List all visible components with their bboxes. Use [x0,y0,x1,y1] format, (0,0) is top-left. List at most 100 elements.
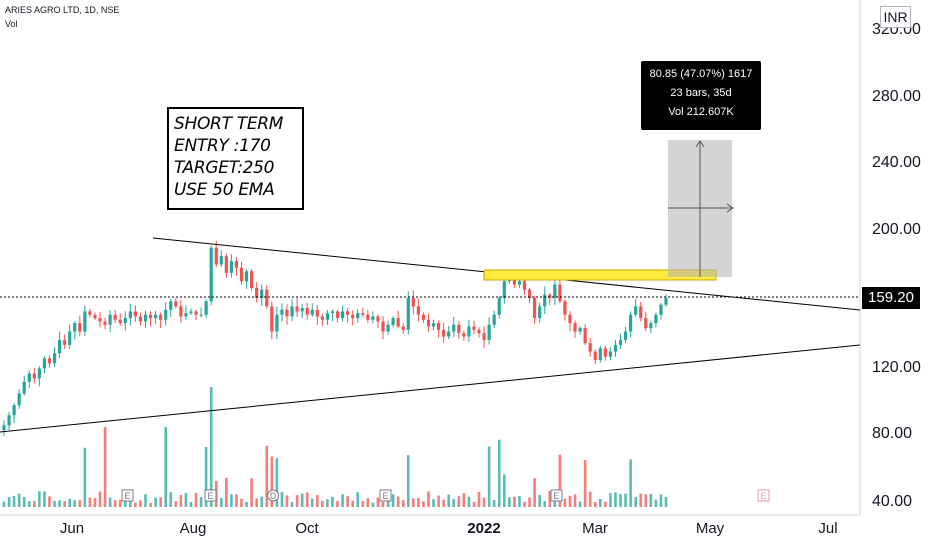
volume-bar [17,493,21,507]
candle-body [285,309,289,317]
trade-note-box: SHORT TERM ENTRY :170 TARGET:250 USE 50 … [167,107,304,210]
candle-body [517,281,522,285]
candle-body [138,316,143,322]
candle-body [588,343,592,352]
candle-body [169,301,173,310]
candle-body [32,373,36,379]
candle-body [639,306,643,319]
candle-body [386,324,390,332]
volume-bar [371,502,375,507]
volume-bar [174,501,178,507]
volume-bar [568,495,572,507]
volume-bar [275,458,279,507]
candle-body [93,314,97,319]
volume-bar [513,496,516,507]
measure-tooltip: 80.85 (47.07%) 1617 23 bars, 35d Vol 212… [641,61,761,130]
volume-bar [523,501,526,507]
price-tick: 40.00 [872,493,912,510]
volume-bar [280,492,284,507]
volume-bar [644,494,648,507]
candle-body [47,358,52,364]
volume-bar [134,502,137,507]
candle-body [330,311,335,314]
candle-body [290,306,294,317]
volume-bar [7,496,11,507]
measure-change: 80.85 (47.07%) 1617 [649,68,753,80]
volume-bar [543,500,547,507]
candle-body [527,289,532,298]
candle-body [128,311,132,319]
candle-body [315,309,319,317]
candle-body [184,313,188,317]
volume-bar [558,454,562,507]
volume-bar [391,494,395,507]
volume-bar [599,499,602,507]
volume-bar [588,491,592,507]
volume-bar [492,500,496,507]
candle-body [108,314,112,325]
candle-body [68,331,72,345]
time-tick: Mar [582,520,608,537]
volume-bar [518,495,521,507]
volume-bar [316,495,319,507]
candle-body [538,306,542,319]
currency-button[interactable]: INR [880,6,911,28]
candle-body [578,328,582,332]
volume-bar [452,498,456,507]
volume-bar [139,500,142,507]
volume-bar [113,500,117,507]
candle-body [250,271,254,288]
volume-bar [528,497,531,507]
candle-body [88,311,92,315]
volume-bar [78,500,82,507]
candle-body [452,324,456,332]
candle-body [447,331,451,337]
volume-bar [346,495,349,507]
volume-bar [614,492,617,507]
volume-bar [199,497,203,507]
volume-bar [154,497,157,507]
candle-body [103,321,107,325]
volume-bar [235,494,238,507]
candle-body [381,321,385,332]
volume-bar [609,493,612,507]
volume-bar [43,491,46,507]
volume-bar [118,499,122,507]
price-axis: 320.00 280.00 240.00 200.00 120.00 80.00… [872,21,921,510]
volume-bar [265,445,269,507]
volume-bar [533,478,536,507]
volume-bar [230,494,233,507]
candle-body [477,329,481,334]
candle-body [260,289,264,298]
volume-bar [149,502,152,507]
symbol-title: ARIES AGRO LTD, 1D, NSE [5,5,120,15]
volume-bar [255,498,258,507]
volume-bar [108,497,112,507]
volume-bar [366,498,370,507]
price-tick: 200.00 [872,221,921,238]
volume-bar [184,493,188,507]
candle-body [12,405,16,416]
volume-bar [639,493,643,507]
candle-body [280,309,284,315]
volume-bar [83,447,87,507]
candle-body [573,323,577,332]
volume-bar [33,500,36,507]
time-tick: Aug [180,520,207,537]
candle-body [644,318,648,329]
candle-body [583,328,587,344]
event-marker-label: E [124,491,130,501]
volume-bar [654,499,658,507]
volume-bar [98,491,102,507]
candle-body [83,311,87,332]
candle-body [42,358,47,369]
volume-bar [300,493,304,507]
event-marker-2: E [204,489,217,502]
candle-body [118,319,122,324]
time-tick: Oct [295,520,319,537]
candle-body [356,313,360,319]
candle-body [22,381,26,394]
candle-body [366,314,370,320]
volume-bar [58,500,61,507]
